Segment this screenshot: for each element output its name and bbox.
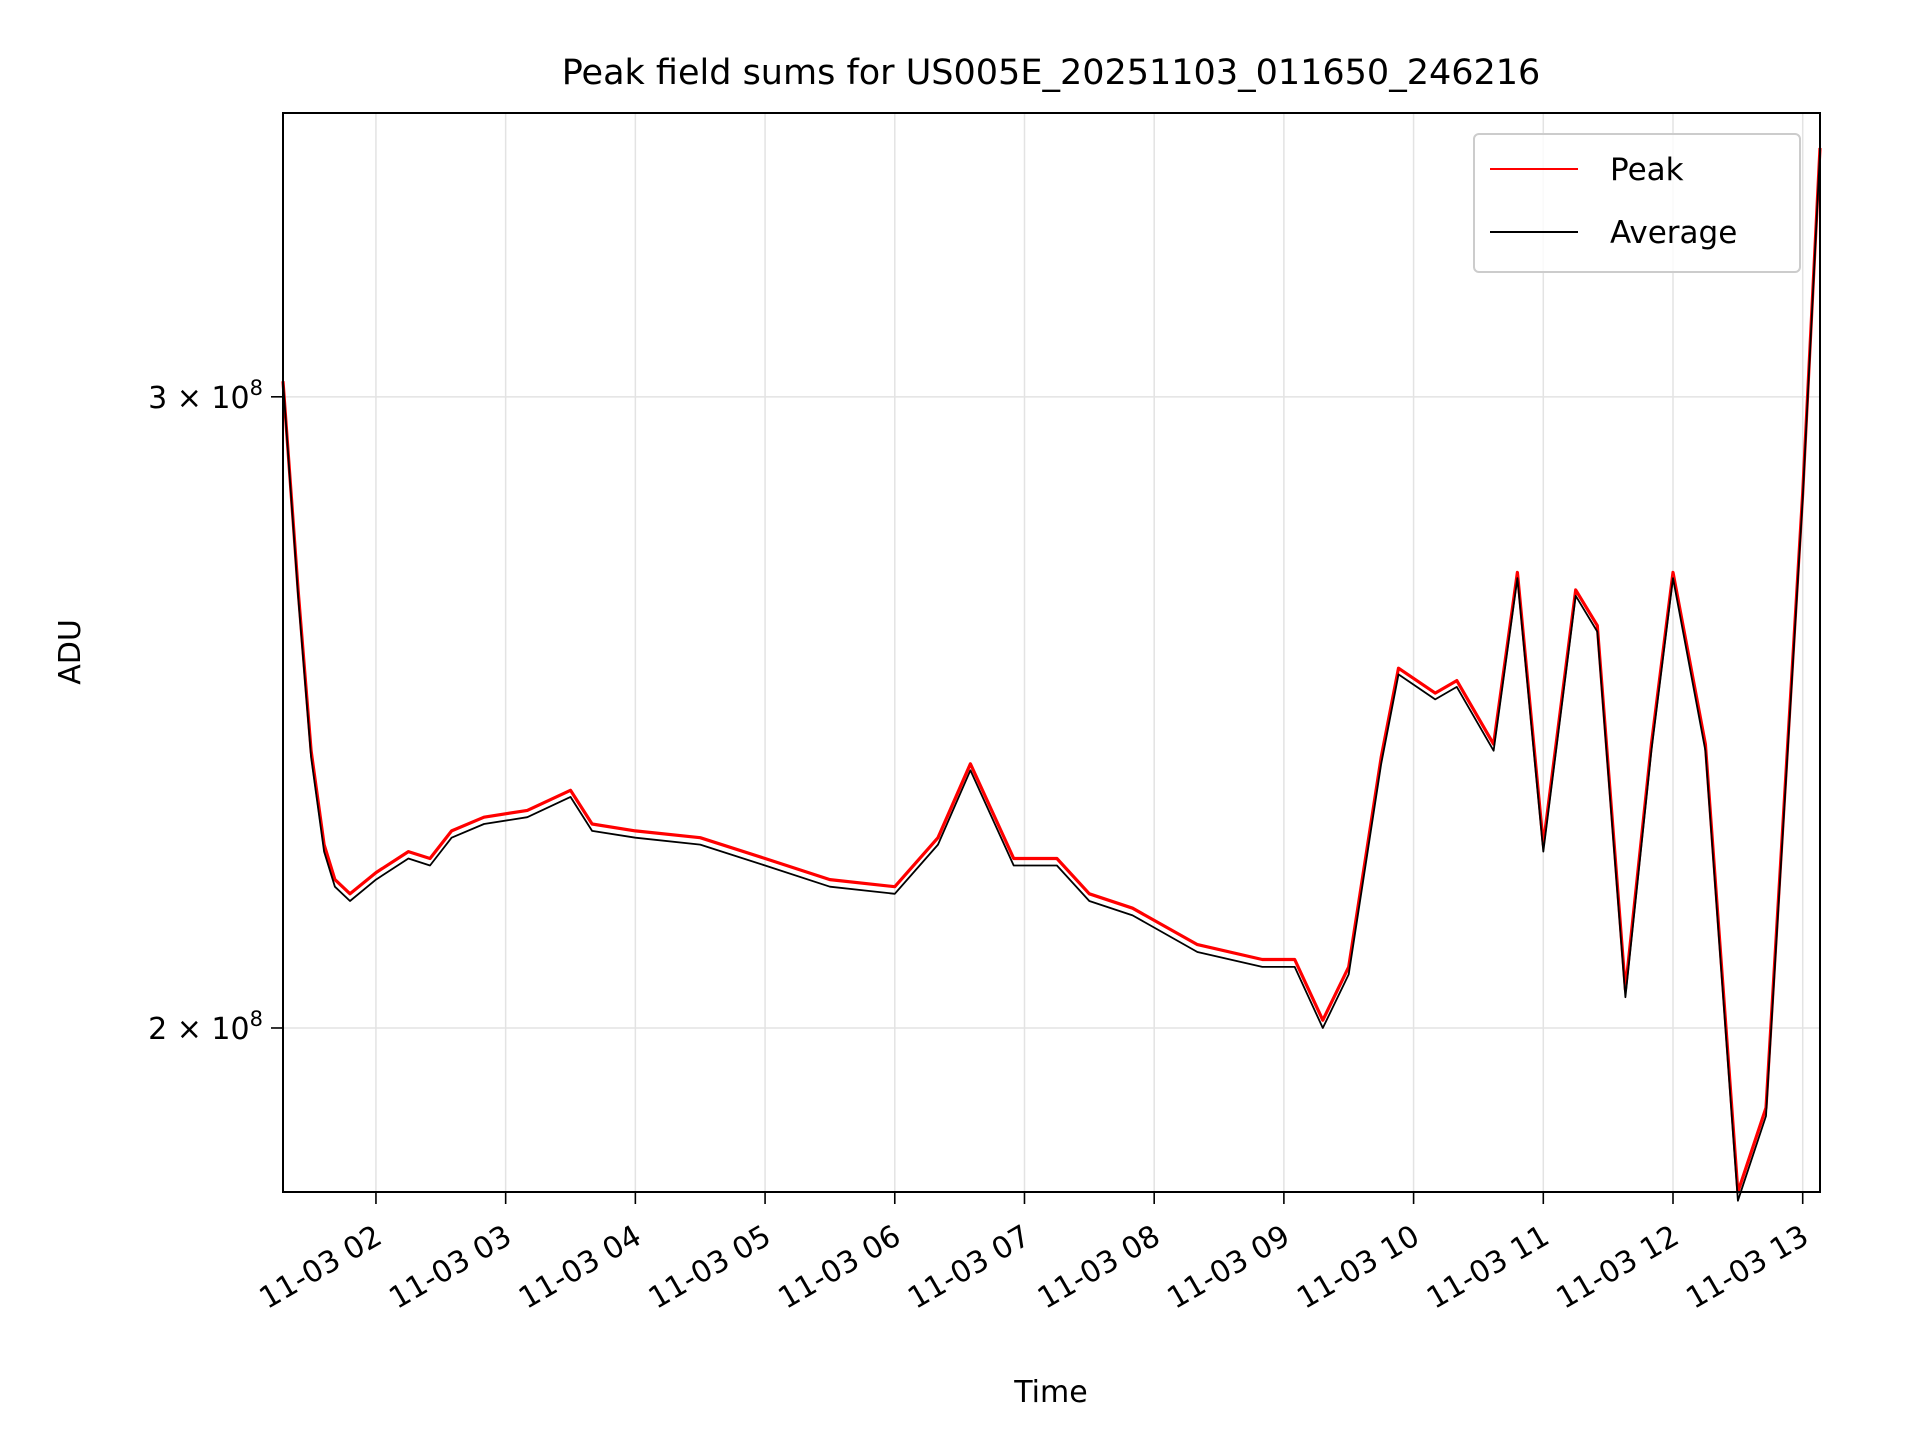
- y-tick-label: 2 × 108: [148, 1007, 263, 1047]
- legend-average-label: Average: [1610, 215, 1737, 251]
- legend: Peak Average: [1473, 133, 1801, 273]
- x-axis-label: Time: [1013, 1375, 1087, 1410]
- legend-peak-label: Peak: [1610, 152, 1684, 188]
- y-axis: 2 × 108 3 × 108: [148, 376, 283, 1047]
- plot-frame: [282, 112, 1821, 1193]
- chart-title: Peak field sums for US005E_20251103_0116…: [562, 53, 1541, 93]
- series-layer: [281, 147, 1822, 1202]
- y-axis-label: ADU: [53, 619, 88, 685]
- series-line-average: [282, 152, 1821, 1202]
- grid-lines: [283, 113, 1820, 1192]
- y-tick-label: 3 × 108: [148, 376, 263, 416]
